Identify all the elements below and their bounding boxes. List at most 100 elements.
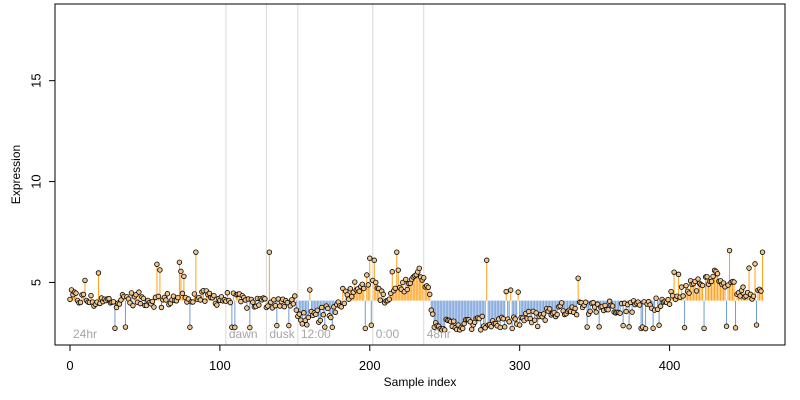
- data-point: [693, 288, 700, 294]
- data-point: [190, 299, 196, 305]
- data-point: [759, 249, 766, 255]
- data-point: [416, 265, 422, 272]
- data-point: [176, 259, 183, 265]
- data-point: [371, 257, 377, 263]
- data-point: [304, 322, 310, 328]
- data-point: [202, 298, 208, 304]
- data-point: [732, 325, 739, 331]
- points-layer: [67, 247, 766, 333]
- data-point: [164, 291, 171, 297]
- data-point: [629, 309, 635, 315]
- data-point: [296, 311, 303, 317]
- data-point: [503, 288, 509, 295]
- data-point: [656, 322, 662, 328]
- x-axis-title: Sample index: [384, 375, 457, 389]
- data-point: [500, 316, 506, 322]
- data-point: [665, 296, 671, 303]
- data-point: [347, 286, 353, 292]
- x-tick-label: 0: [66, 358, 73, 373]
- data-point: [389, 269, 395, 275]
- data-point: [596, 324, 602, 330]
- data-point: [191, 291, 198, 297]
- data-point: [155, 293, 162, 300]
- data-point: [392, 285, 398, 292]
- data-point: [373, 279, 379, 286]
- data-point: [746, 265, 752, 271]
- data-point: [88, 292, 94, 299]
- data-point: [362, 325, 368, 332]
- data-point: [582, 299, 589, 305]
- data-point: [344, 292, 350, 298]
- data-point: [546, 306, 553, 312]
- data-point: [752, 261, 758, 267]
- region-label: dusk: [269, 327, 295, 341]
- data-point: [680, 293, 686, 299]
- data-point: [328, 314, 334, 321]
- data-point: [531, 317, 538, 323]
- data-point: [590, 299, 596, 306]
- data-point: [380, 291, 386, 298]
- data-point: [214, 302, 220, 308]
- data-point: [701, 325, 707, 332]
- data-point: [695, 276, 701, 282]
- data-point: [82, 277, 88, 284]
- data-point: [753, 322, 760, 328]
- data-point: [686, 290, 692, 296]
- data-point: [609, 303, 616, 309]
- data-point: [157, 267, 163, 273]
- data-point: [584, 324, 590, 330]
- data-point: [95, 270, 102, 276]
- data-point: [731, 279, 737, 285]
- data-point: [636, 302, 643, 308]
- data-point: [386, 296, 392, 302]
- y-axis-title: Expression: [9, 145, 23, 204]
- data-point: [211, 292, 217, 299]
- data-point: [137, 300, 144, 307]
- data-point: [238, 298, 244, 305]
- data-point: [542, 317, 548, 323]
- data-point: [650, 325, 656, 331]
- data-point: [403, 276, 409, 283]
- data-point: [112, 325, 118, 331]
- data-point: [130, 302, 136, 309]
- data-point: [338, 304, 345, 310]
- data-point: [232, 324, 238, 330]
- data-point: [506, 319, 512, 325]
- data-point: [683, 282, 689, 289]
- data-point: [365, 282, 371, 288]
- data-point: [322, 324, 328, 330]
- data-point: [427, 291, 433, 298]
- region-label: 24hr: [73, 327, 97, 341]
- data-point: [395, 267, 401, 273]
- data-point: [737, 293, 743, 299]
- data-point: [575, 275, 581, 281]
- data-point: [533, 310, 539, 316]
- data-point: [750, 293, 757, 299]
- data-point: [262, 296, 268, 302]
- data-point: [421, 275, 427, 281]
- y-tick-label: 10: [28, 174, 43, 188]
- data-point: [723, 323, 730, 329]
- data-point: [620, 322, 626, 329]
- data-point: [224, 290, 231, 296]
- data-point: [329, 324, 336, 330]
- data-point: [364, 272, 370, 278]
- data-point: [726, 247, 733, 254]
- data-point: [247, 324, 253, 331]
- data-point: [187, 324, 193, 330]
- data-point: [587, 308, 593, 315]
- data-point: [140, 295, 147, 302]
- data-point: [708, 278, 715, 285]
- data-point: [558, 300, 565, 306]
- axes-layer: 0 100 200 300 400 5 10 15: [28, 73, 680, 373]
- data-point: [227, 299, 234, 306]
- data-point: [265, 303, 271, 309]
- data-point: [356, 288, 362, 295]
- data-point: [479, 313, 485, 320]
- data-point: [67, 296, 73, 303]
- data-point: [307, 287, 313, 293]
- data-point: [425, 284, 431, 290]
- x-tick-label: 400: [659, 358, 681, 373]
- data-point: [80, 291, 87, 298]
- data-point: [460, 325, 466, 332]
